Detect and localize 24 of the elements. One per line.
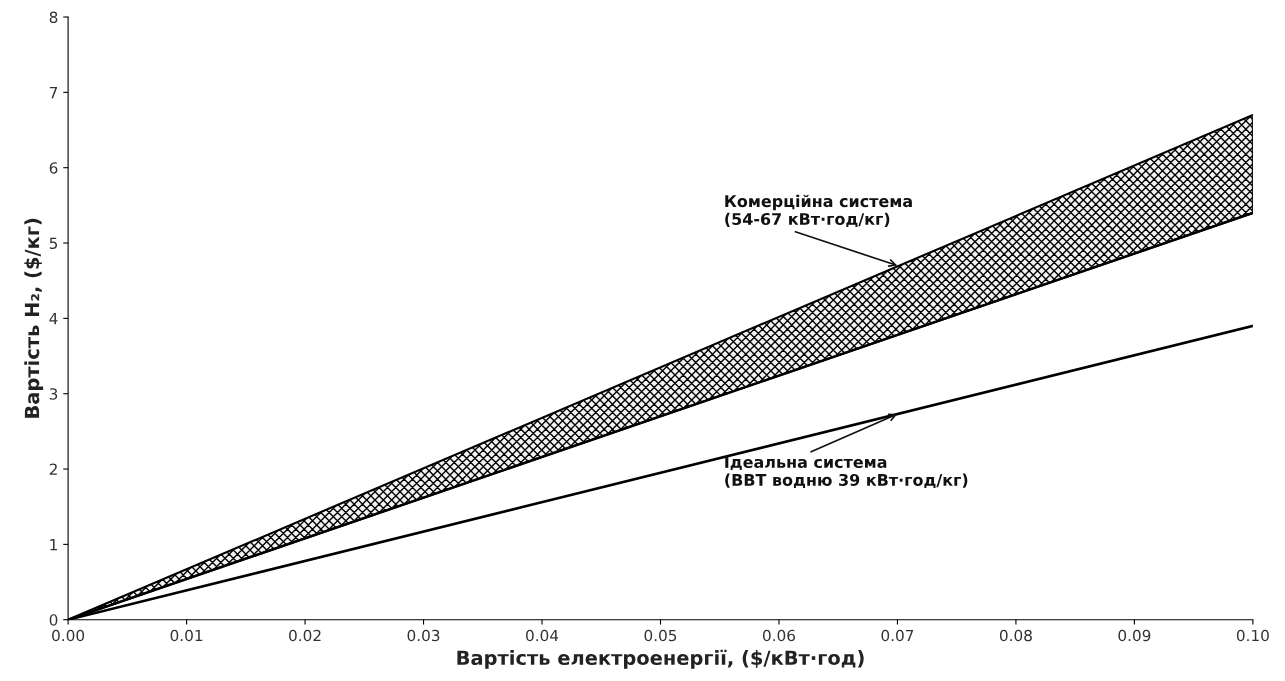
x-tick-label: 0.00 (52, 629, 85, 642)
annotation: Комерційна система (54-67 кВт·год/кг) (725, 194, 912, 228)
y-axis-title: Вартість H₂, ($/кг) (24, 218, 44, 418)
x-tick-label: 0.02 (289, 629, 321, 642)
x-tick-label: 0.09 (1118, 629, 1151, 642)
x-tick-label: 0.10 (1236, 629, 1269, 642)
y-tick-label: 2 (49, 463, 57, 475)
y-tick-label: 6 (49, 162, 58, 174)
y-tick-label: 5 (49, 237, 58, 250)
x-tick-label: 0.06 (762, 629, 796, 642)
x-tick-label: 0.05 (644, 629, 677, 642)
y-tick-label: 0 (49, 614, 58, 626)
x-tick-label: 0.07 (881, 629, 914, 642)
x-axis-title: Вартість електроенергії, ($/кВт·год) (457, 649, 864, 669)
y-tick-label: 1 (50, 539, 57, 551)
annotation: Ідеальна система (ВВТ водню 39 кВт·год/кг) (725, 456, 968, 488)
x-tick-label: 0.04 (526, 629, 559, 642)
x-tick-label: 0.01 (170, 629, 203, 642)
x-tick-label: 0.03 (407, 629, 440, 642)
y-tick-label: 7 (49, 87, 58, 99)
y-tick-label: 3 (49, 388, 58, 400)
y-tick-label: 4 (49, 313, 58, 325)
y-tick-label: 8 (49, 11, 58, 24)
x-tick-label: 0.08 (999, 629, 1032, 642)
